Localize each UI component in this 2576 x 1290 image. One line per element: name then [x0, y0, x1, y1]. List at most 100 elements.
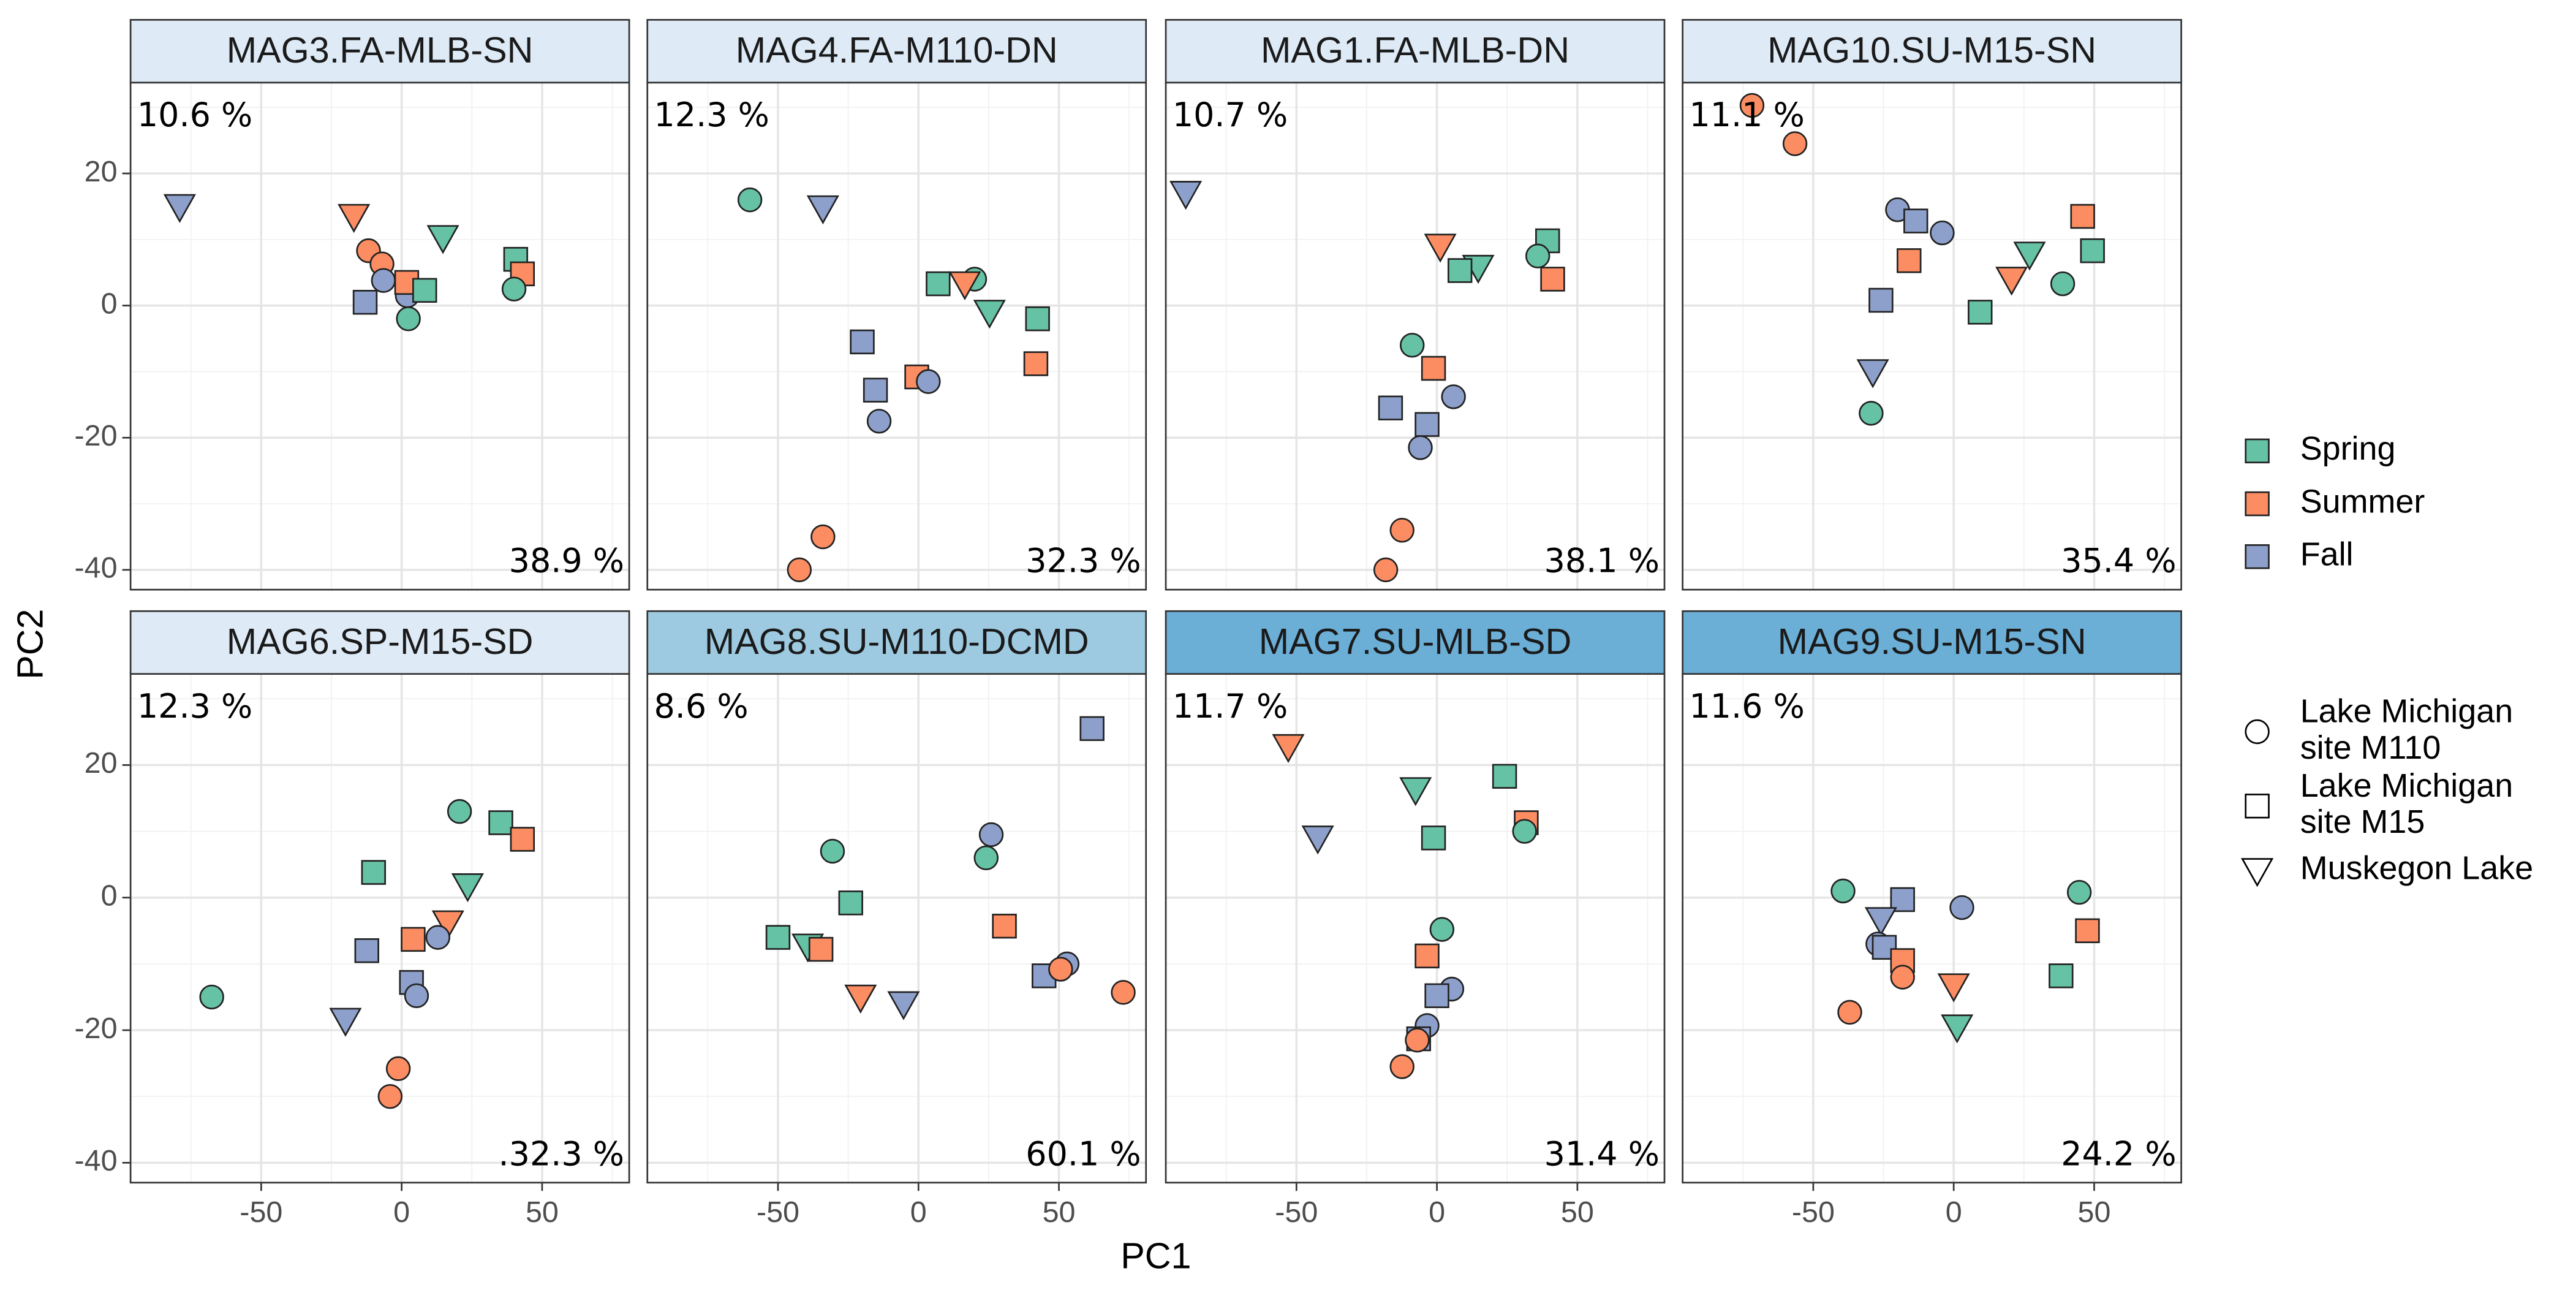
x-tick-label: 0 [1429, 1196, 1445, 1229]
point [1424, 233, 1457, 263]
point [352, 290, 378, 315]
legend-label: site M110 [2300, 729, 2441, 766]
point [2049, 963, 2074, 988]
strip-title: MAG3.FA-MLB-SN [227, 29, 534, 70]
point [404, 983, 429, 1009]
x-tick-label: -50 [1792, 1196, 1835, 1229]
x-tick-label: -50 [1275, 1196, 1318, 1229]
annotation: 38.9 % [509, 542, 624, 580]
panel-background [130, 673, 630, 1183]
point [1389, 1054, 1415, 1079]
point [412, 278, 437, 303]
point [1025, 306, 1050, 332]
point [916, 369, 941, 394]
x-tick-label: 0 [910, 1196, 927, 1229]
point [1941, 1014, 1974, 1044]
point [887, 991, 920, 1020]
x-tick-label: -50 [240, 1196, 282, 1229]
legend-label: Muskegon Lake [2300, 850, 2533, 887]
x-tick-label: -50 [757, 1196, 799, 1229]
legend-key [2245, 544, 2270, 569]
strip [1682, 18, 2182, 84]
y-tick-label: 0 [101, 287, 118, 320]
point [1868, 287, 1894, 313]
annotation: 10.7 % [1173, 96, 1288, 134]
point [1859, 401, 1884, 426]
point [1429, 917, 1455, 942]
point [1421, 355, 1446, 381]
point [1492, 764, 1517, 789]
point [354, 938, 379, 963]
annotation: 11.6 % [1689, 687, 1804, 726]
point [866, 409, 892, 434]
y-tick-label: -20 [74, 419, 117, 452]
annotation: 10.6 % [137, 96, 252, 134]
point [1512, 819, 1537, 844]
point [973, 300, 1006, 329]
point [948, 271, 981, 301]
point [1937, 973, 1970, 1003]
y-tick-label: -40 [74, 552, 117, 585]
x-tick-label: 50 [1561, 1196, 1594, 1229]
point [973, 845, 999, 871]
point [806, 195, 839, 225]
legend-key [2241, 858, 2274, 887]
point [1405, 1028, 1430, 1053]
point [1739, 93, 1765, 118]
panel-background [1166, 673, 1665, 1183]
point [2070, 203, 2095, 229]
x-axis-title: PC1 [1120, 1235, 1191, 1276]
point [2013, 241, 2046, 271]
point [1400, 333, 1425, 358]
point [1903, 208, 1928, 233]
strip-title: MAG7.SU-MLB-SD [1259, 621, 1572, 662]
point [2066, 879, 2092, 905]
panel-background [1682, 82, 2181, 590]
point [1389, 517, 1415, 543]
panel-background [647, 82, 1146, 590]
point [1890, 965, 1915, 990]
x-tick-label: 50 [1043, 1196, 1076, 1229]
point [401, 927, 426, 952]
annotation: 24.2 % [2061, 1134, 2176, 1173]
point [1949, 895, 1974, 920]
point [1048, 957, 1073, 982]
point [1079, 716, 1105, 742]
point [1415, 943, 1440, 969]
panel-background [130, 82, 630, 590]
annotation: 12.3 % [654, 96, 769, 134]
y-tick-label: 20 [85, 155, 118, 188]
point [1441, 384, 1466, 409]
point [1111, 980, 1136, 1005]
panel-background [647, 673, 1146, 1183]
point [787, 557, 812, 583]
point [1995, 267, 2028, 296]
annotation: 32.3 % [1025, 542, 1141, 580]
point [451, 873, 484, 903]
strip [1165, 18, 1666, 84]
legend-label: Lake Michigan [2300, 767, 2514, 804]
point [338, 203, 371, 233]
point [1399, 777, 1432, 806]
y-tick-label: 20 [85, 746, 118, 780]
point [425, 925, 451, 950]
x-tick-label: 50 [2078, 1196, 2111, 1229]
legend-label: Fall [2300, 536, 2354, 573]
point [1968, 300, 1993, 325]
point [1897, 248, 1922, 273]
point [510, 827, 535, 852]
point [361, 860, 387, 885]
point [808, 936, 834, 962]
point [844, 984, 877, 1014]
point [431, 910, 464, 939]
point [2050, 271, 2076, 297]
annotation: 11.1 % [1689, 96, 1804, 134]
point [1830, 878, 1856, 904]
x-tick-label: 0 [1946, 1196, 1962, 1229]
strip [1682, 610, 2182, 675]
point [1424, 983, 1449, 1009]
annotation: 8.6 % [654, 687, 749, 726]
legend-key [2245, 719, 2270, 745]
y-axis-title: PC2 [10, 609, 51, 679]
legend-key [2245, 438, 2270, 464]
